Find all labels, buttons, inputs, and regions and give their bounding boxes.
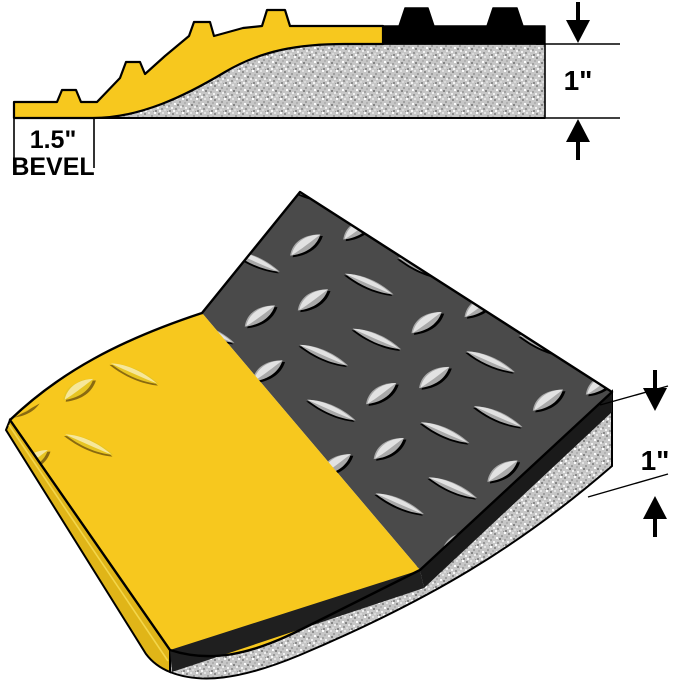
thickness-arrow-down-icon <box>566 2 590 43</box>
cross-section-black-surface <box>382 7 546 45</box>
thickness-arrow-up-icon <box>566 119 590 160</box>
bevel-dimension-note: BEVEL <box>11 153 94 181</box>
perspective-mat-outline <box>8 190 614 658</box>
perspective-view: 1" <box>4 190 670 680</box>
perspective-yellow-edge-face <box>4 417 171 674</box>
perspective-witness-line-bottom <box>587 473 669 498</box>
cross-section-view: 1.5" BEVEL 1" <box>11 2 620 181</box>
cross-section-thickness-value: 1" <box>564 65 593 96</box>
perspective-yellow-field <box>10 313 420 657</box>
perspective-arrow-down-icon <box>643 370 667 411</box>
perspective-edge-highlight <box>8 424 169 662</box>
bevel-dimension-value: 1.5" <box>30 126 77 154</box>
perspective-arrow-up-icon <box>643 496 667 537</box>
perspective-thickness-value: 1" <box>641 445 670 476</box>
perspective-dark-edge-face-front <box>170 570 424 672</box>
perspective-dark-edge-face <box>420 392 612 588</box>
cross-section-yellow-surface <box>12 8 385 120</box>
